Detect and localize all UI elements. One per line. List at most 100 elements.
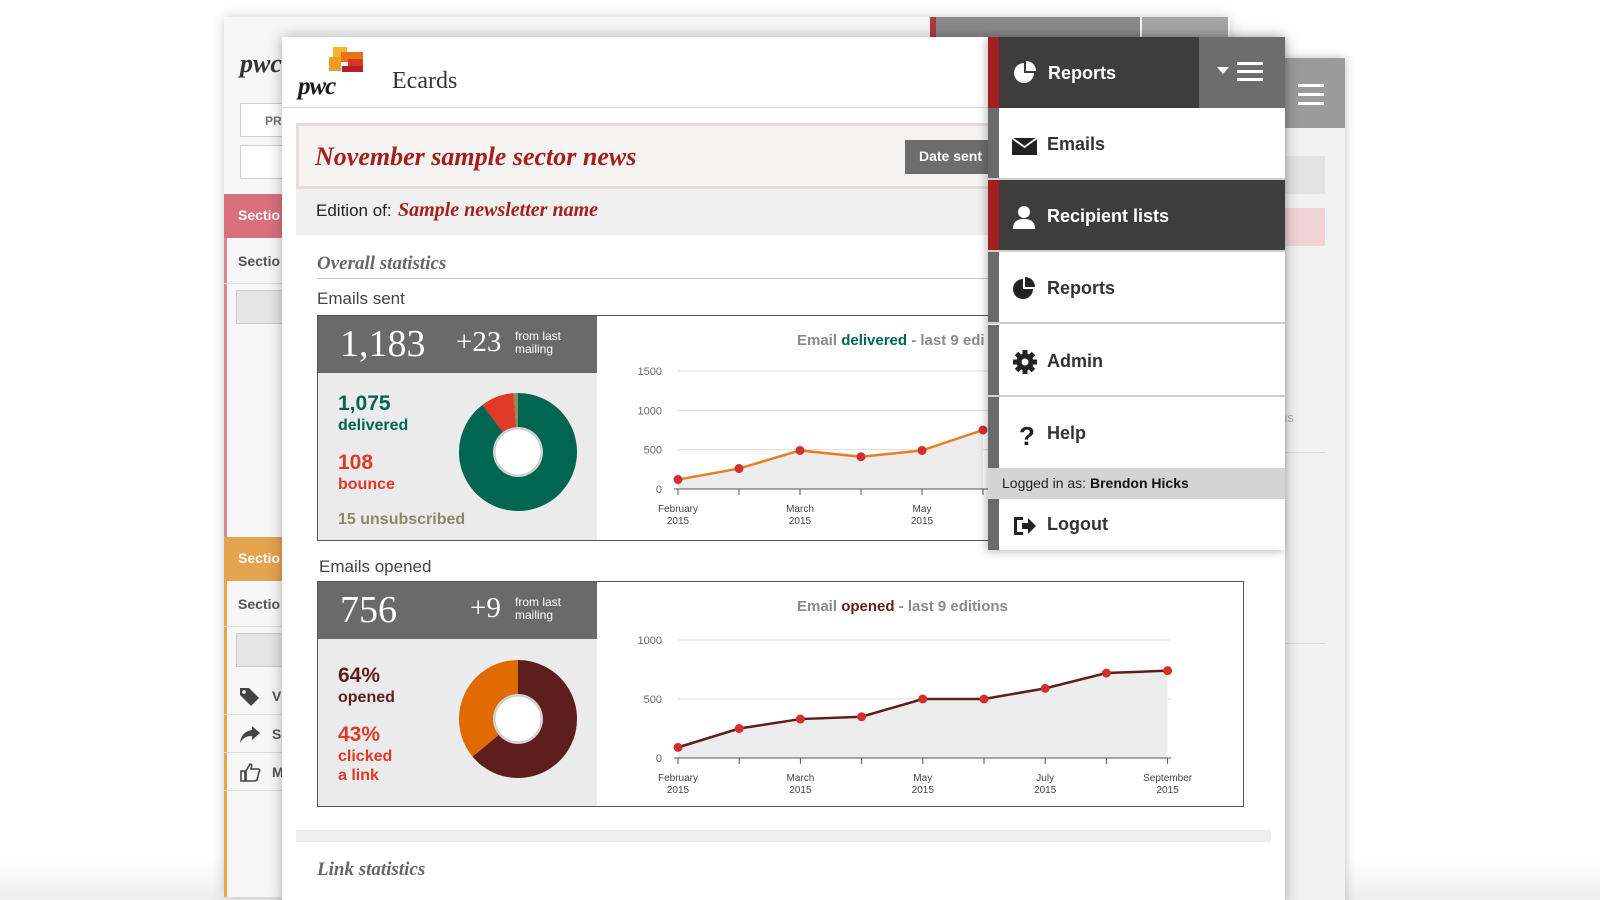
background-hamburger-icon bbox=[1298, 84, 1324, 111]
background-logo: pwc bbox=[240, 49, 282, 78]
logo-block bbox=[333, 47, 347, 57]
background-row-label: S bbox=[272, 726, 282, 742]
caret-down-icon bbox=[1217, 67, 1229, 74]
y-tick-label: 1000 bbox=[638, 635, 662, 647]
logo-block bbox=[341, 52, 363, 62]
x-tick-label: May bbox=[913, 504, 932, 515]
logout-button[interactable]: Logout bbox=[988, 499, 1285, 550]
donut-slice bbox=[459, 660, 519, 757]
nav-stripe bbox=[988, 108, 999, 178]
opened-label: opened bbox=[338, 689, 395, 706]
chart-title-keyword: opened bbox=[841, 598, 895, 615]
data-point bbox=[1040, 683, 1050, 693]
emails-opened-heading: Emails opened bbox=[319, 557, 432, 576]
svg-text:?: ? bbox=[1019, 421, 1035, 447]
delta-caption: from last mailing bbox=[515, 330, 585, 356]
x-tick-label: 2015 bbox=[789, 516, 812, 527]
data-point bbox=[673, 475, 683, 485]
data-point bbox=[673, 742, 683, 752]
delta-caption: from last mailing bbox=[515, 596, 585, 622]
donut-slice bbox=[472, 660, 577, 778]
emails-opened-delta: +9 bbox=[470, 592, 501, 624]
summary-header: 756 +9 from last mailing bbox=[318, 582, 597, 639]
bounce-value: 108 bbox=[338, 451, 374, 474]
envelope-icon bbox=[1011, 137, 1038, 155]
pie-chart-icon bbox=[1013, 277, 1035, 299]
nav-stripe bbox=[988, 252, 999, 322]
current-section-button[interactable]: Reports bbox=[988, 37, 1199, 108]
menu-toggle-button[interactable] bbox=[1199, 37, 1285, 108]
background-box bbox=[236, 290, 286, 324]
hamburger-icon bbox=[1237, 62, 1263, 81]
tag-icon bbox=[240, 688, 259, 706]
x-tick-label: March bbox=[786, 504, 814, 515]
emails-sent-card: 1,183 +23 from last mailing 1,075 delive… bbox=[317, 315, 1244, 541]
background-row-label: M bbox=[272, 764, 284, 780]
opened-line-svg: 10005000February2015March2015May2015July… bbox=[638, 635, 1193, 796]
gear-icon bbox=[1013, 350, 1037, 374]
delta-caption-line: mailing bbox=[515, 608, 554, 622]
donut-slice bbox=[459, 393, 577, 511]
background-box bbox=[236, 633, 286, 667]
background-topbar bbox=[930, 17, 1140, 37]
y-tick-label: 500 bbox=[644, 694, 662, 706]
section-heading: Link statistics bbox=[317, 859, 426, 880]
chart-title-suffix: - last 9 edi bbox=[907, 332, 985, 349]
logo-block bbox=[348, 59, 363, 69]
edition-link[interactable]: Sample newsletter name bbox=[398, 199, 598, 221]
nav-top-bar: Reports bbox=[988, 37, 1285, 108]
summary-header: 1,183 +23 from last mailing bbox=[318, 316, 597, 373]
thumbs-up-icon bbox=[240, 763, 261, 782]
divider bbox=[317, 278, 1247, 279]
main-window: pwc Ecards November sample sector news D… bbox=[282, 37, 1285, 900]
delivered-line-chart: Email delivered - last 9 edi 1500 1000 500… bbox=[597, 316, 1243, 540]
y-tick-label: 1500 bbox=[638, 366, 662, 378]
nav-item-reports[interactable]: Reports bbox=[988, 252, 1285, 324]
x-tick-label: 2015 bbox=[667, 785, 690, 796]
chart-title: Email delivered - last 9 edi bbox=[797, 332, 985, 349]
x-tick-label: July bbox=[1036, 773, 1054, 784]
data-point bbox=[1163, 666, 1173, 676]
x-tick-label: February bbox=[658, 773, 698, 784]
user-icon bbox=[1013, 206, 1035, 229]
y-tick-label: 1000 bbox=[638, 405, 662, 417]
delivered-value: 1,075 bbox=[338, 392, 391, 415]
data-point bbox=[918, 694, 928, 704]
nav-item-recipient-lists[interactable]: Recipient lists bbox=[988, 180, 1285, 252]
opened-donut-chart bbox=[459, 660, 577, 778]
clicked-label-line: a link bbox=[338, 767, 379, 784]
navigation-menu: Reports Emails Recipient lists Reports bbox=[988, 37, 1285, 550]
y-tick-label: 500 bbox=[644, 445, 662, 457]
unsubscribed-label: 15 unsubscribed bbox=[338, 511, 466, 528]
x-tick-label: May bbox=[913, 773, 932, 784]
nav-item-label: Help bbox=[1047, 423, 1087, 443]
nav-item-emails[interactable]: Emails bbox=[988, 108, 1285, 180]
x-tick-label: February bbox=[658, 504, 698, 515]
opened-line-chart: Email opened - last 9 editions 1000 500 0 F… bbox=[597, 582, 1243, 806]
data-point bbox=[978, 425, 988, 435]
area-fill bbox=[678, 670, 1168, 758]
nav-item-label: Logout bbox=[1047, 514, 1108, 534]
data-point bbox=[795, 714, 805, 724]
nav-item-help[interactable]: ? Help bbox=[988, 397, 1285, 469]
clicked-label-line: clicked bbox=[338, 748, 393, 765]
background-section: Sectio bbox=[224, 583, 284, 627]
x-tick-label: 2015 bbox=[667, 516, 690, 527]
y-tick-label: 0 bbox=[656, 753, 662, 765]
pwc-logo[interactable]: pwc bbox=[298, 47, 368, 100]
section-accent bbox=[224, 195, 227, 545]
link-statistics-panel: Link statistics bbox=[296, 842, 1271, 900]
newsletter-title: November sample sector news bbox=[315, 142, 637, 171]
logged-in-user: Brendon Hicks bbox=[1089, 475, 1189, 491]
chart-title-prefix: Email bbox=[797, 598, 842, 615]
nav-item-admin[interactable]: Admin bbox=[988, 325, 1285, 397]
emails-opened-summary: 756 +9 from last mailing 64% opened 43% … bbox=[318, 582, 597, 806]
data-point bbox=[734, 724, 744, 733]
x-tick-label: 2015 bbox=[1156, 785, 1179, 796]
background-section: Sectio bbox=[224, 194, 284, 238]
donut-hole bbox=[494, 428, 542, 476]
x-tick-label: 2015 bbox=[911, 516, 934, 527]
section-heading: Overall statistics bbox=[317, 253, 447, 274]
delta-caption-line: mailing bbox=[515, 342, 554, 356]
